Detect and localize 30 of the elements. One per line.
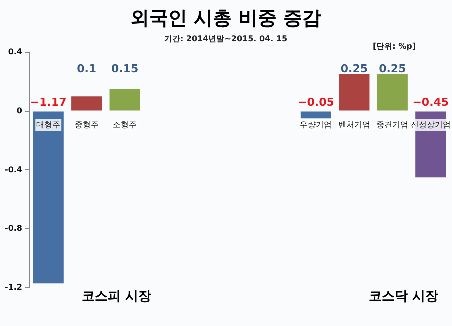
x-tick-label: 벤처기업 bbox=[338, 120, 370, 130]
x-tick-label: 소형주 bbox=[113, 120, 138, 130]
y-tick-label: -1.2 bbox=[4, 283, 22, 292]
bar bbox=[339, 74, 370, 111]
x-tick-label: 중형주 bbox=[74, 120, 99, 130]
data-label: −0.45 bbox=[412, 96, 450, 110]
x-tick-label: 대형주 bbox=[36, 120, 61, 130]
data-label: 0.25 bbox=[379, 62, 406, 76]
data-label: −0.05 bbox=[298, 96, 334, 110]
chart-subtitle: 기간: 2014년말~2015. 04. 15 bbox=[164, 34, 288, 44]
y-tick-label: -0.4 bbox=[4, 165, 23, 174]
y-tick-label: 0 bbox=[16, 106, 23, 116]
y-tick-label: -0.8 bbox=[4, 224, 23, 234]
text: 코스피 시장 bbox=[82, 289, 152, 304]
bar bbox=[110, 89, 140, 111]
data-label: 0.15 bbox=[111, 62, 139, 76]
y-tick-label: 0.4 bbox=[8, 47, 23, 56]
bar bbox=[33, 112, 64, 284]
chart-title: 외국인 시총 비중 증감 bbox=[130, 7, 322, 30]
x-tick-label: 우량기업 bbox=[300, 120, 332, 130]
data-label: −1.17 bbox=[30, 96, 67, 110]
data-label: 0.25 bbox=[340, 62, 368, 76]
bar bbox=[72, 96, 102, 111]
x-tick-label: 신성장기업 bbox=[410, 120, 451, 130]
text: 코스닥 시장 bbox=[368, 289, 438, 304]
bar bbox=[300, 112, 332, 119]
data-label: 0.1 bbox=[77, 62, 97, 76]
bar bbox=[377, 74, 408, 111]
x-tick-label: 중견기업 bbox=[376, 120, 409, 130]
text: [단위: %p] bbox=[372, 42, 416, 52]
